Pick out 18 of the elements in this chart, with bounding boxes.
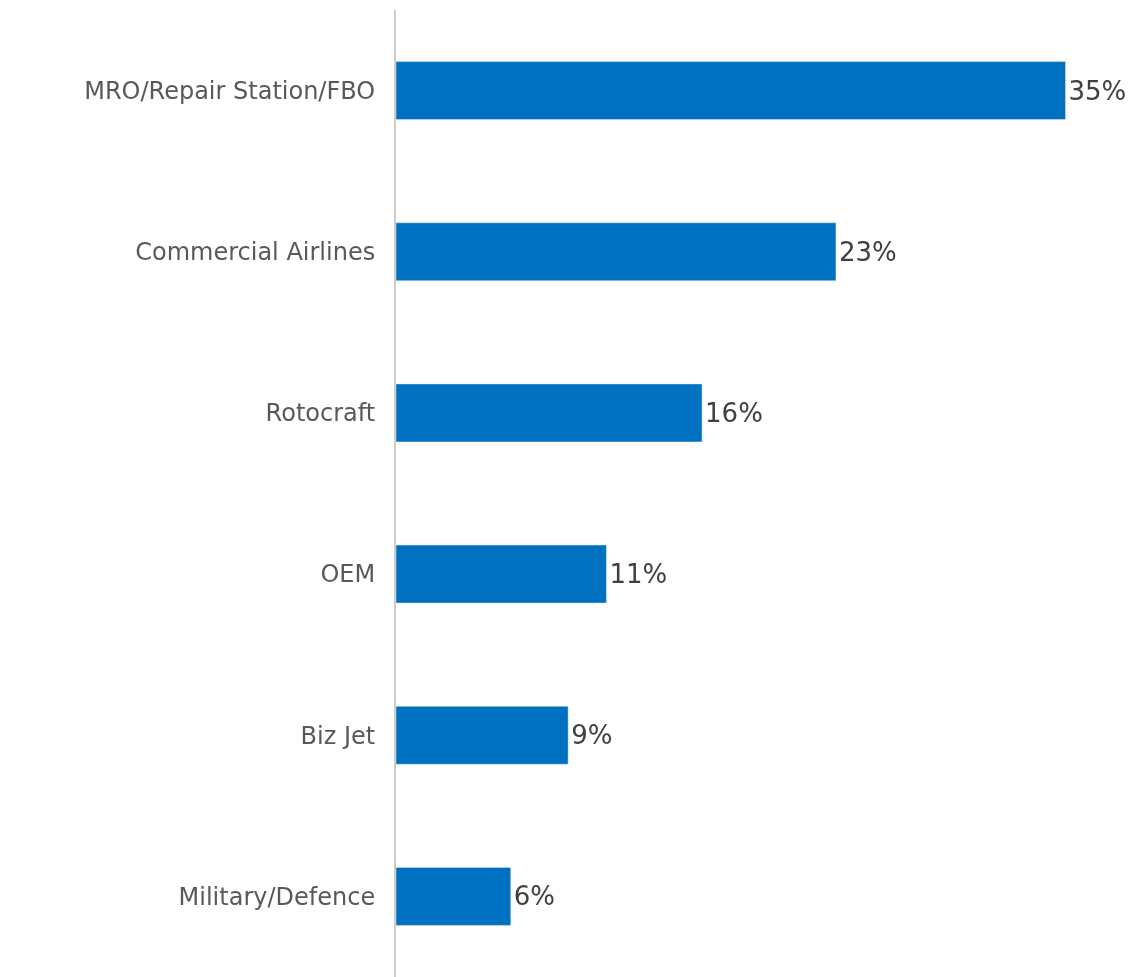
y-tick-label: OEM	[320, 560, 376, 589]
data-label: 23%	[838, 236, 897, 267]
bar	[396, 61, 1066, 120]
bar	[396, 705, 569, 765]
y-tick-label: MRO/Repair Station/FBO	[84, 76, 376, 105]
data-label: 11%	[609, 559, 668, 590]
bar	[396, 383, 703, 443]
data-label: 35%	[1068, 75, 1127, 106]
data-label: 9%	[571, 720, 613, 751]
bar	[396, 544, 607, 604]
bar	[396, 867, 512, 926]
data-label: 6%	[513, 881, 556, 912]
data-label: 16%	[705, 397, 763, 428]
y-tick-label: Biz Jet	[300, 721, 376, 750]
bar	[396, 222, 837, 282]
y-tick-label: Rotocraft	[265, 399, 376, 428]
y-tick-label: Military/Defence	[178, 882, 376, 911]
y-tick-label: Commercial Airlines	[135, 238, 376, 267]
